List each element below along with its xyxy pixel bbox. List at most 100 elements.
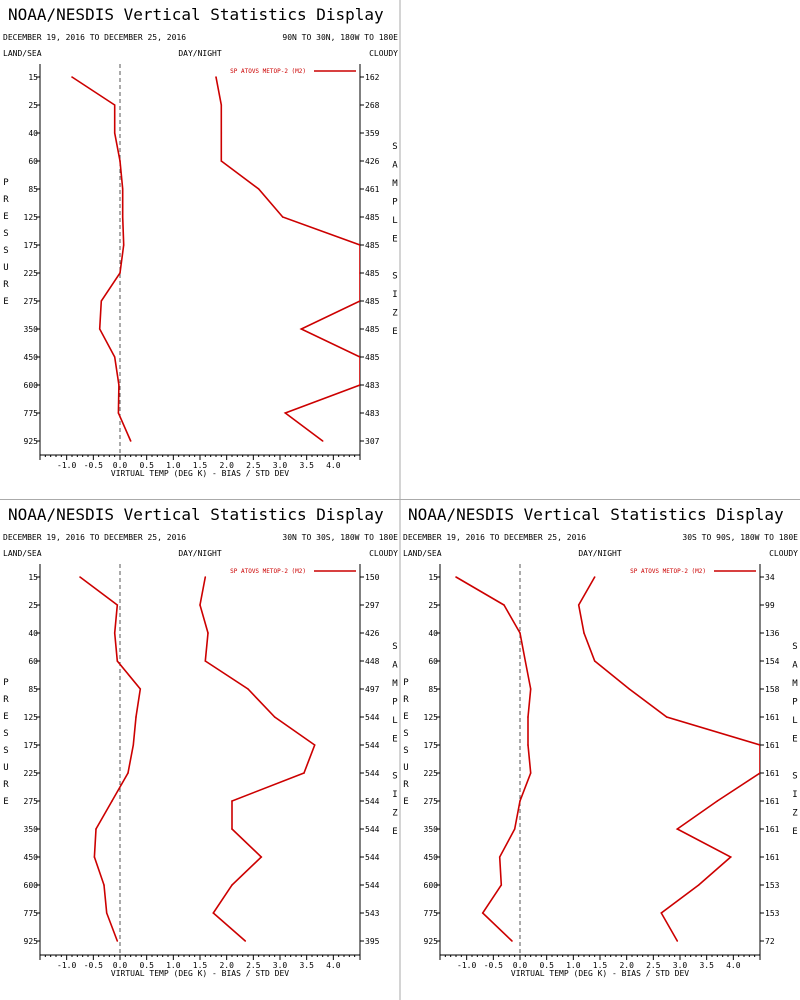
data-point-bias	[93, 856, 96, 858]
data-point-std_dev	[313, 744, 316, 746]
day-night-label: DAY/NIGHT	[178, 549, 222, 558]
pressure-level-label: 40	[28, 129, 38, 138]
sample-size-label: 426	[365, 629, 380, 638]
sample-size-label: 150	[365, 573, 380, 582]
pressure-level-label: 25	[428, 601, 438, 610]
pressure-axis-letter: R	[403, 695, 409, 705]
data-point-bias	[135, 716, 137, 718]
pressure-axis-letter: E	[3, 712, 8, 722]
sample-size-label: 153	[765, 909, 780, 918]
data-point-std_dev	[281, 216, 284, 218]
sample-size-axis-letter: L	[792, 716, 797, 726]
x-tick-label: 1.5	[193, 461, 208, 470]
pressure-level-label: 350	[24, 825, 39, 834]
data-point-std_dev	[676, 828, 679, 830]
pressure-level-label: 85	[28, 685, 38, 694]
pressure-level-label: 225	[24, 769, 39, 778]
sample-size-axis-letter: P	[392, 198, 398, 208]
series-line-std_dev	[577, 576, 760, 942]
legend-label: SP ATOVS METOP-2 (M2)	[230, 68, 306, 75]
pressure-level-label: 600	[424, 881, 439, 890]
sample-size-label: 395	[365, 937, 380, 946]
sample-size-axis-letter: A	[792, 661, 798, 671]
pressure-level-label: 775	[424, 909, 439, 918]
data-point-bias	[503, 604, 505, 606]
data-point-bias	[129, 440, 132, 442]
pressure-level-label: 15	[28, 73, 38, 82]
pressure-axis-letter: E	[403, 712, 408, 722]
series-line-std_dev	[215, 76, 360, 442]
sample-size-label: 161	[765, 853, 780, 862]
pressure-level-label: 925	[24, 437, 39, 446]
sample-size-label: 485	[365, 213, 380, 222]
x-axis-label: VIRTUAL TEMP (DEG K) - BIAS / STD DEV	[111, 969, 289, 978]
data-point-std_dev	[231, 800, 233, 802]
pressure-axis-letter: U	[3, 263, 8, 273]
pressure-level-label: 175	[24, 241, 39, 250]
data-point-std_dev	[220, 160, 223, 162]
pressure-level-label: 275	[24, 797, 39, 806]
data-point-std_dev	[729, 856, 732, 858]
sample-size-label: 483	[365, 381, 380, 390]
region-label: 90N TO 30N, 180W TO 180E	[282, 33, 398, 42]
sample-size-axis-letter: I	[392, 290, 397, 300]
sample-size-label: 544	[365, 741, 380, 750]
data-point-std_dev	[207, 632, 209, 634]
sample-size-axis-letter: E	[792, 827, 797, 837]
x-tick-label: 4.0	[726, 961, 741, 970]
sample-size-axis-letter: S	[392, 642, 397, 652]
pressure-axis-letter: S	[403, 729, 408, 739]
cloudy-label: CLOUDY	[369, 549, 398, 558]
data-point-bias	[139, 688, 142, 690]
cloudy-label: CLOUDY	[369, 49, 398, 58]
sample-size-axis-letter: M	[392, 679, 398, 689]
region-label: 30N TO 30S, 180W TO 180E	[282, 533, 398, 542]
pressure-axis-letter: S	[3, 229, 8, 239]
data-point-std_dev	[247, 688, 249, 690]
pressure-axis-letter: R	[403, 780, 409, 790]
data-point-std_dev	[260, 856, 263, 858]
data-point-std_dev	[716, 800, 719, 802]
sample-size-label: 307	[365, 437, 380, 446]
sample-size-label: 497	[365, 685, 380, 694]
sample-size-label: 161	[765, 825, 780, 834]
data-point-bias	[500, 884, 503, 886]
pressure-level-label: 25	[28, 101, 38, 110]
x-tick-label: 0.0	[113, 961, 128, 970]
data-point-bias	[529, 772, 532, 774]
pressure-level-label: 775	[24, 409, 39, 418]
data-point-bias	[103, 884, 105, 886]
data-point-std_dev	[759, 744, 760, 746]
data-point-std_dev	[231, 828, 233, 830]
series-line-bias	[71, 76, 132, 442]
pressure-level-label: 60	[28, 657, 38, 666]
data-point-bias	[455, 576, 457, 578]
sample-size-axis-letter: E	[392, 327, 397, 337]
sample-size-label: 268	[365, 101, 380, 110]
legend-label: SP ATOVS METOP-2 (M2)	[230, 568, 306, 575]
series-line-bias	[79, 576, 142, 942]
data-point-bias	[511, 940, 513, 942]
pressure-axis-letter: S	[3, 746, 8, 756]
sample-size-axis-letter: E	[792, 735, 797, 745]
x-tick-label: 2.5	[246, 461, 261, 470]
sample-size-label: 161	[765, 769, 780, 778]
x-tick-label: 3.5	[299, 461, 314, 470]
sample-size-label: 297	[365, 601, 380, 610]
x-tick-label: 1.5	[193, 961, 208, 970]
sample-size-label: 99	[765, 601, 775, 610]
land-sea-label: LAND/SEA	[3, 49, 42, 58]
sample-size-axis-letter: S	[792, 772, 797, 782]
data-point-std_dev	[359, 384, 360, 386]
x-tick-label: -0.5	[84, 461, 103, 470]
legend-label: SP ATOVS METOP-2 (M2)	[630, 568, 706, 575]
data-point-std_dev	[359, 300, 360, 302]
pressure-level-label: 125	[424, 713, 439, 722]
sample-size-axis-letter: M	[792, 679, 798, 689]
date-range: DECEMBER 19, 2016 TO DECEMBER 25, 2016	[403, 533, 586, 542]
sample-size-label: 485	[365, 297, 380, 306]
data-point-bias	[71, 76, 73, 78]
pressure-axis-letter: S	[3, 246, 8, 256]
data-point-bias	[519, 632, 521, 634]
pressure-level-label: 40	[28, 629, 38, 638]
